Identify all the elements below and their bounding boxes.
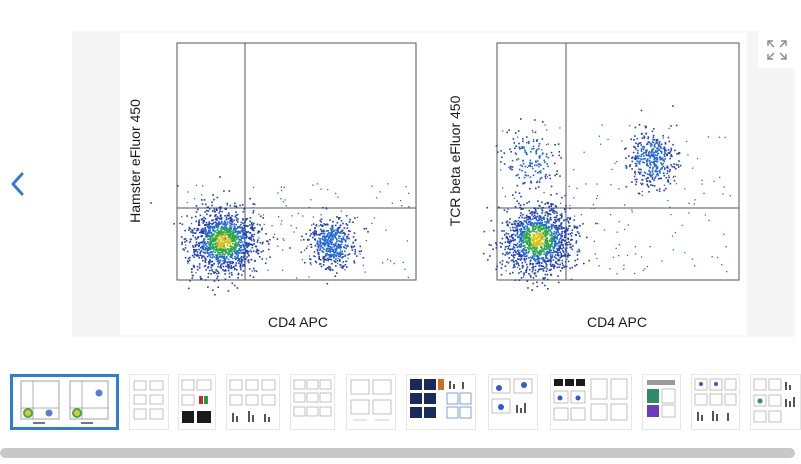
dot-plot-left: CD4 APC Hamster eFluor 450: [127, 42, 417, 330]
thumbnail-12[interactable]: [750, 374, 801, 430]
plot-left-y-label: Hamster eFluor 450: [127, 99, 143, 223]
plot-right-x-label: CD4 APC: [587, 314, 647, 330]
thumbnail-6[interactable]: [346, 374, 396, 430]
dot-plot-right: CD4 APC TCR beta eFluor 450: [447, 42, 740, 330]
thumbnail-5[interactable]: [290, 374, 335, 430]
thumbnail-11[interactable]: [691, 374, 740, 430]
thumbnail-4[interactable]: [226, 374, 280, 430]
previous-image-button[interactable]: [2, 166, 34, 202]
chevron-left-icon: [11, 172, 24, 196]
expand-arrows-icon: [766, 39, 787, 60]
thumbnail-2[interactable]: [129, 374, 169, 430]
plot-left-x-label: CD4 APC: [268, 314, 328, 330]
thumbnail-1[interactable]: [10, 374, 119, 430]
plot-right-y-label: TCR beta eFluor 450: [447, 95, 463, 226]
thumbnail-8[interactable]: [488, 374, 538, 430]
expand-button[interactable]: [758, 31, 795, 68]
thumbnail-scrollbar[interactable]: [0, 448, 795, 458]
thumbnail-9[interactable]: [550, 374, 632, 430]
thumbnail-7[interactable]: [406, 374, 476, 430]
flow-cytometry-figure: CD4 APC Hamster eFluor 450 CD4 APC TCR b…: [120, 33, 747, 335]
thumbnail-strip: [10, 374, 801, 432]
thumbnail-3[interactable]: [178, 374, 216, 430]
thumbnail-10[interactable]: [642, 374, 681, 430]
image-viewer: CD4 APC Hamster eFluor 450 CD4 APC TCR b…: [72, 31, 795, 337]
